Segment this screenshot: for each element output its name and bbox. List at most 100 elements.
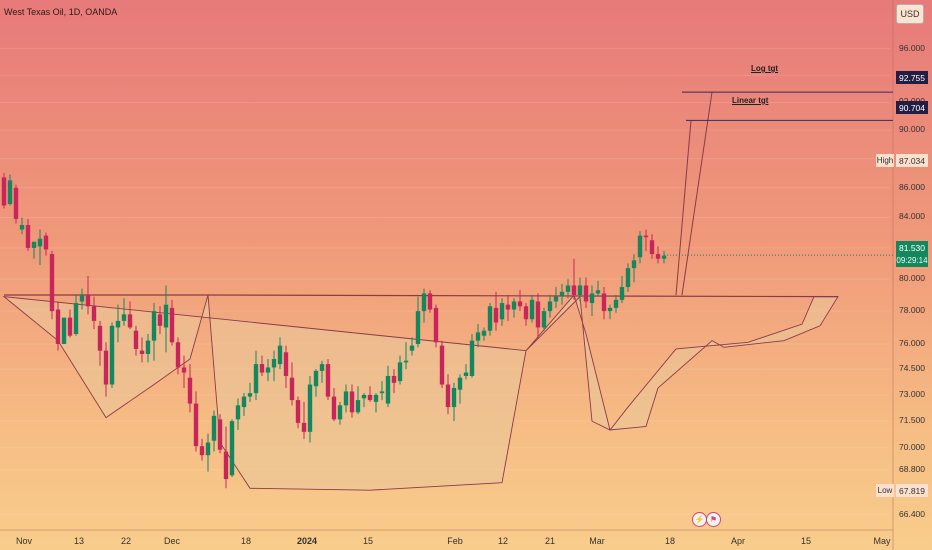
price-tick-label: 80.000 <box>899 273 925 284</box>
candle-body <box>535 301 541 328</box>
candle-body <box>271 359 277 368</box>
candle-body <box>67 317 73 336</box>
price-tick-label: 86.000 <box>899 181 925 192</box>
candle-body <box>469 340 475 376</box>
candle-body <box>211 415 217 441</box>
candle-body <box>7 180 13 204</box>
candle-body <box>493 307 499 323</box>
candle-body <box>571 285 577 296</box>
candle-body <box>49 254 55 312</box>
candle-body <box>385 375 391 404</box>
candle-body <box>529 299 535 320</box>
candle-body <box>589 293 595 304</box>
candle-body <box>151 311 157 341</box>
log-projection <box>681 92 713 296</box>
price-tick-label: 78.000 <box>899 305 925 316</box>
candle-body <box>433 307 439 343</box>
candle-body <box>445 384 451 408</box>
candle-body <box>229 421 235 476</box>
price-tick-label: 90.000 <box>899 124 925 135</box>
time-tick-label: 2024 <box>296 536 318 546</box>
candle-body <box>313 370 319 387</box>
time-tick-label: Nov <box>15 536 33 546</box>
candle-body <box>367 394 373 401</box>
candle-body <box>625 268 631 288</box>
candle-body <box>379 391 385 394</box>
candle-body <box>319 364 325 371</box>
candle-body <box>601 293 607 312</box>
time-tick-label: May <box>873 536 891 546</box>
time-tick-label: 21 <box>544 536 556 546</box>
candle-body <box>37 238 43 247</box>
candle-body <box>475 332 481 341</box>
time-tick-label: 22 <box>120 536 132 546</box>
candle-body <box>451 387 457 408</box>
time-tick-label: Apr <box>730 536 746 546</box>
candle-body <box>109 325 115 385</box>
candle-body <box>343 391 349 406</box>
neckline <box>4 294 839 298</box>
time-tick-label: 15 <box>800 536 812 546</box>
candle-body <box>631 260 637 269</box>
candle-body <box>547 301 553 312</box>
candle-body <box>193 403 199 447</box>
candle-body <box>463 372 469 376</box>
candle-body <box>247 393 253 397</box>
candle-body <box>487 306 493 331</box>
candle-body <box>655 254 661 259</box>
currency-button[interactable]: USD <box>896 4 924 24</box>
candle-body <box>61 317 67 344</box>
candle-body <box>421 293 427 312</box>
countdown-tag: 09:29:14 <box>896 254 928 267</box>
candle-body <box>97 325 103 351</box>
candle-body <box>427 293 433 310</box>
candle-body <box>295 400 301 423</box>
price-tick-label: 73.000 <box>899 388 925 399</box>
linear-target-price-tag: 90.704 <box>896 101 928 114</box>
candle-body <box>541 311 547 328</box>
candle-body <box>55 309 61 344</box>
flag-icon[interactable]: ⚑ <box>706 512 721 527</box>
candle-body <box>265 367 271 373</box>
candle-body <box>607 307 613 312</box>
linear-projection <box>675 120 692 296</box>
log-target-price-tag: 92.755 <box>896 71 928 84</box>
candle-body <box>637 235 643 258</box>
price-tick-label: 74.500 <box>899 363 925 374</box>
candle-body <box>127 314 133 328</box>
candle-body <box>355 400 361 413</box>
high-label: High <box>876 154 894 167</box>
candle-body <box>217 419 223 450</box>
candle-body <box>325 364 331 397</box>
candle-body <box>241 396 247 408</box>
candle-body <box>481 330 487 336</box>
candle-body <box>397 362 403 382</box>
candle-body <box>643 235 649 238</box>
candle-body <box>301 422 307 432</box>
candle-body <box>511 301 517 310</box>
low-label: Low <box>876 484 894 497</box>
price-tick-label: 68.800 <box>899 463 925 474</box>
log-target-label: Log tgt <box>751 64 779 73</box>
candle-body <box>565 285 571 292</box>
candle-body <box>337 405 343 420</box>
current-price-tag: 81.530 <box>896 241 928 254</box>
flash-icon[interactable]: ⚡ <box>692 512 707 527</box>
price-tick-label: 66.400 <box>899 508 925 519</box>
candle-body <box>523 306 529 320</box>
time-tick-label: 12 <box>497 536 509 546</box>
candle-body <box>103 350 109 385</box>
candle-body <box>373 394 379 402</box>
candle-body <box>553 296 559 302</box>
candle-body <box>409 345 415 351</box>
candle-body <box>595 290 601 294</box>
price-tick-label: 71.500 <box>899 415 925 426</box>
candle-body <box>253 364 259 394</box>
low-price-tag: 67.819 <box>896 484 928 497</box>
time-tick-label: Mar <box>589 536 605 546</box>
candle-body <box>73 303 79 335</box>
candle-body <box>349 391 355 413</box>
candle-body <box>187 377 193 404</box>
